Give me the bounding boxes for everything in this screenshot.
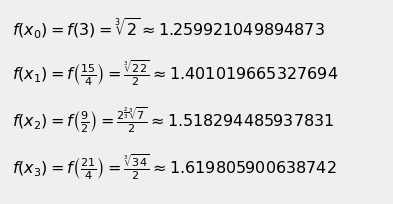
Text: $f(x_0) = f(3) = \sqrt[3]{2} \approx 1.259921049894873$: $f(x_0) = f(3) = \sqrt[3]{2} \approx 1.2… [12,17,325,41]
Text: $f(x_3) = f\left(\frac{21}{4}\right) = \frac{\sqrt[3]{34}}{2} \approx 1.61980590: $f(x_3) = f\left(\frac{21}{4}\right) = \… [12,152,336,182]
Text: $f(x_1) = f\left(\frac{15}{4}\right) = \frac{\sqrt[3]{22}}{2} \approx 1.40101966: $f(x_1) = f\left(\frac{15}{4}\right) = \… [12,58,338,88]
Text: $f(x_2) = f\left(\frac{9}{2}\right) = \frac{2^{\frac{2}{3}}\sqrt[3]{7}}{2} \appr: $f(x_2) = f\left(\frac{9}{2}\right) = \f… [12,105,334,135]
